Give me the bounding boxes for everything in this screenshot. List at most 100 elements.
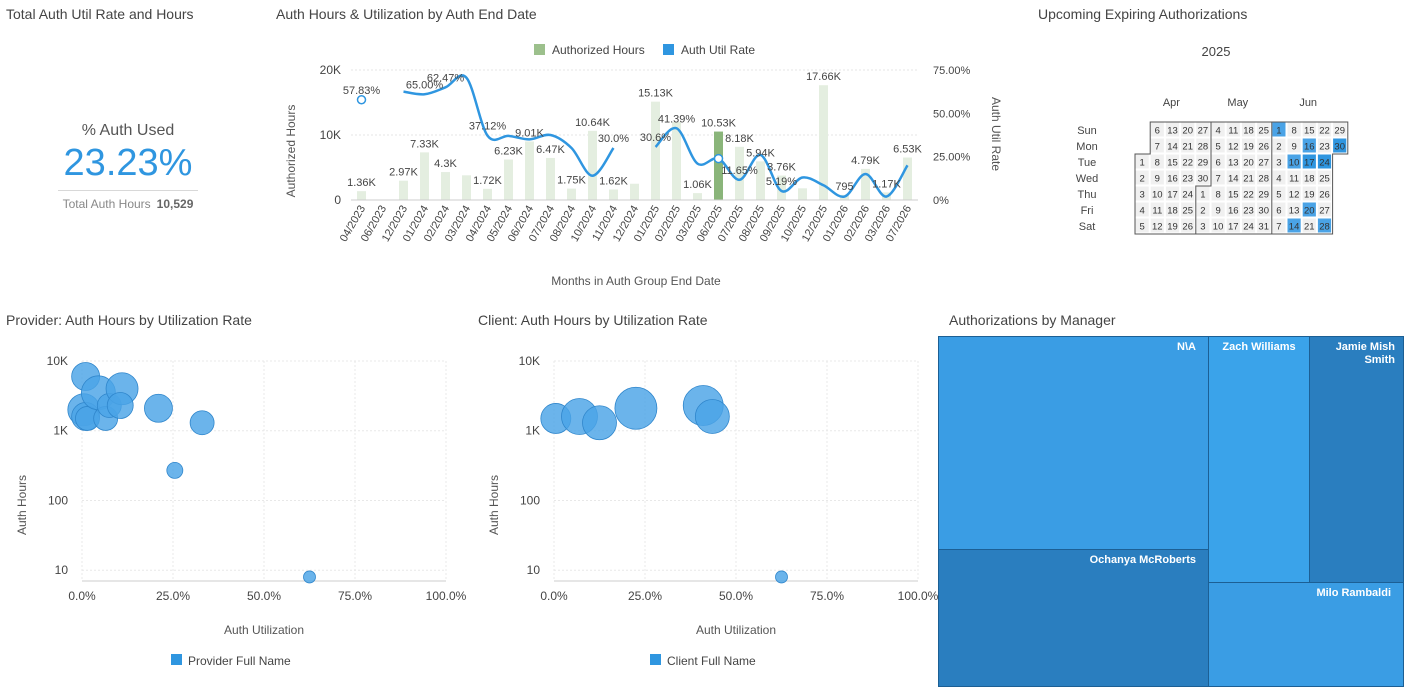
calendar-day-cell[interactable] [1210, 185, 1226, 202]
calendar-day-cell[interactable] [1316, 153, 1333, 170]
combo-bar[interactable] [609, 189, 618, 200]
combo-bar[interactable] [651, 101, 660, 200]
calendar-day-cell[interactable] [1286, 153, 1302, 170]
calendar-day-cell[interactable] [1195, 169, 1211, 186]
calendar-day-cell[interactable] [1225, 137, 1241, 154]
calendar-day-cell[interactable] [1210, 217, 1226, 234]
combo-util-line[interactable] [654, 126, 909, 198]
calendar-day-cell[interactable] [1301, 137, 1317, 154]
combo-bar[interactable] [798, 188, 807, 200]
treemap-cell-milo-rambaldi[interactable]: Milo Rambaldi [1208, 582, 1404, 687]
calendar-day-cell[interactable] [1256, 217, 1272, 234]
combo-bar[interactable] [462, 175, 471, 200]
combo-bar[interactable] [357, 191, 366, 200]
calendar-day-cell[interactable] [1180, 201, 1196, 218]
calendar-day-cell[interactable] [1149, 185, 1165, 202]
calendar-day-cell[interactable] [1332, 137, 1348, 154]
calendar-day-cell[interactable] [1225, 201, 1241, 218]
provider-bubble[interactable] [106, 392, 134, 419]
calendar-day-cell[interactable] [1301, 201, 1317, 218]
calendar-day-cell[interactable] [1301, 169, 1317, 186]
calendar-day-cell[interactable] [1149, 169, 1165, 186]
calendar-day-cell[interactable] [1180, 153, 1196, 170]
calendar-day-cell[interactable] [1195, 153, 1211, 170]
calendar-day-cell[interactable] [1180, 185, 1196, 202]
combo-line-point[interactable] [356, 95, 367, 105]
calendar-day-cell[interactable] [1316, 169, 1333, 186]
treemap-cell-jamie-mish-smith[interactable]: Jamie Mish Smith [1309, 336, 1404, 583]
calendar-day-cell[interactable] [1256, 153, 1272, 170]
provider-bubble[interactable] [144, 393, 173, 423]
combo-line-point-selected[interactable] [713, 153, 724, 164]
combo-bar[interactable] [483, 188, 492, 200]
client-legend-label[interactable]: Client Full Name [667, 654, 756, 668]
combo-bar[interactable] [399, 180, 408, 200]
client-bubble[interactable] [694, 399, 730, 434]
combo-bar[interactable] [756, 161, 765, 200]
combo-bar[interactable] [420, 152, 429, 200]
calendar-day-cell[interactable] [1164, 153, 1181, 170]
calendar-day-cell[interactable] [1256, 169, 1272, 186]
calendar-day-cell[interactable] [1316, 217, 1333, 234]
calendar-day-cell[interactable] [1180, 137, 1196, 154]
calendar-day-cell[interactable] [1240, 217, 1257, 234]
calendar-day-cell[interactable] [1240, 137, 1257, 154]
legend-line-label[interactable]: Auth Util Rate [681, 43, 755, 57]
calendar-day-cell[interactable] [1301, 217, 1317, 234]
calendar-day-cell[interactable] [1195, 137, 1211, 154]
calendar-day-cell[interactable] [1316, 201, 1333, 218]
combo-bar[interactable] [504, 159, 513, 200]
calendar-day-cell[interactable] [1316, 185, 1333, 202]
calendar-day-cell[interactable] [1164, 169, 1181, 186]
calendar-day-cell[interactable] [1210, 201, 1226, 218]
calendar-day-cell[interactable] [1256, 201, 1272, 218]
calendar-day-cell[interactable] [1240, 153, 1257, 170]
calendar-day-cell[interactable] [1286, 217, 1302, 234]
calendar-day-cell[interactable] [1180, 169, 1196, 186]
combo-bar[interactable] [693, 193, 702, 200]
calendar-day-cell[interactable] [1180, 217, 1196, 234]
calendar-day-cell[interactable] [1240, 169, 1257, 186]
provider-bubble[interactable] [189, 410, 215, 436]
combo-bar[interactable] [546, 157, 555, 200]
calendar-day-cell[interactable] [1164, 201, 1181, 218]
legend-bars-label[interactable]: Authorized Hours [552, 43, 645, 57]
calendar-day-cell[interactable] [1225, 185, 1241, 202]
calendar-day-cell[interactable] [1149, 201, 1165, 218]
calendar-day-cell[interactable] [1301, 153, 1317, 170]
calendar-day-cell[interactable] [1225, 169, 1241, 186]
calendar-day-cell[interactable] [1225, 153, 1241, 170]
combo-bar[interactable] [819, 85, 828, 200]
calendar-day-cell[interactable] [1286, 185, 1302, 202]
combo-bar[interactable] [441, 172, 450, 200]
combo-bar[interactable] [735, 146, 744, 200]
combo-bar[interactable] [588, 130, 597, 200]
combo-bar[interactable] [903, 157, 912, 200]
calendar-day-cell[interactable] [1240, 201, 1257, 218]
calendar-day-cell[interactable] [1225, 217, 1241, 234]
treemap-cell-zach-williams[interactable]: Zach Williams [1208, 336, 1310, 583]
combo-util-line[interactable] [403, 74, 615, 177]
provider-legend-label[interactable]: Provider Full Name [188, 654, 291, 668]
combo-bar[interactable] [630, 183, 639, 200]
combo-bar[interactable] [672, 122, 681, 200]
calendar-day-cell[interactable] [1286, 201, 1302, 218]
combo-bar[interactable] [861, 168, 870, 200]
calendar-day-cell[interactable] [1256, 185, 1272, 202]
provider-bubble[interactable] [303, 570, 316, 584]
calendar-day-cell[interactable] [1286, 169, 1302, 186]
calendar-day-cell[interactable] [1301, 185, 1317, 202]
calendar-day-cell[interactable] [1256, 137, 1272, 154]
client-bubble[interactable] [582, 405, 617, 441]
calendar-day-cell[interactable] [1164, 185, 1181, 202]
calendar-day-cell[interactable] [1286, 137, 1302, 154]
combo-bar[interactable] [714, 131, 723, 200]
calendar-day-cell[interactable] [1316, 137, 1333, 154]
treemap-cell-ochanya-mcroberts[interactable]: Ochanya McRoberts [938, 549, 1209, 687]
calendar-day-cell[interactable] [1149, 153, 1165, 170]
calendar-day-cell[interactable] [1149, 217, 1165, 234]
combo-bar[interactable] [777, 175, 786, 200]
treemap-cell-na[interactable]: N\A [938, 336, 1209, 550]
provider-bubble[interactable] [166, 461, 184, 479]
calendar-day-cell[interactable] [1164, 137, 1181, 154]
